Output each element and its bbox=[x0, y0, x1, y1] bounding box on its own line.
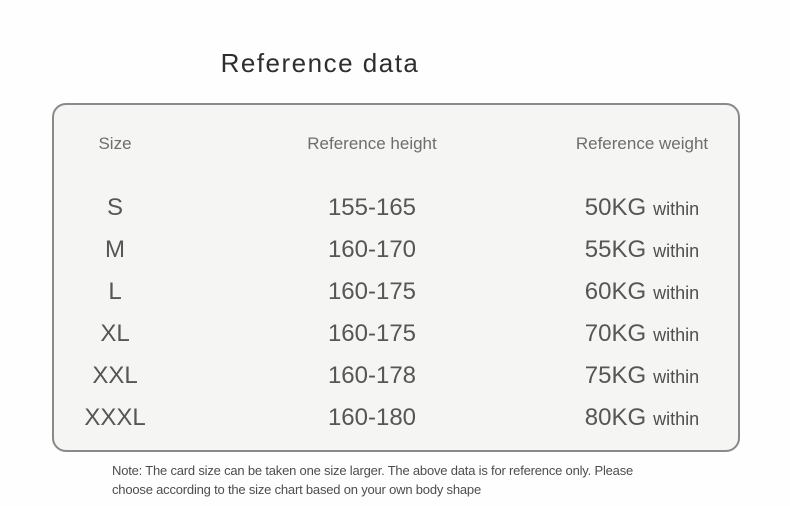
size-cell: M bbox=[105, 236, 125, 263]
page-title: Reference data bbox=[220, 48, 420, 78]
weight-suffix: within bbox=[653, 283, 700, 303]
weight-suffix: within bbox=[653, 241, 700, 261]
weight-value: 75KG bbox=[584, 362, 647, 389]
weight-cell: 80KG within bbox=[568, 404, 716, 432]
height-cell: 160-175 bbox=[327, 278, 417, 305]
size-reference-card: Size Reference height Reference weight S… bbox=[52, 103, 740, 452]
weight-suffix: within bbox=[653, 325, 700, 345]
header-reference-weight: Reference weight bbox=[575, 134, 709, 153]
table-row-m: M 160-170 55KG within bbox=[54, 229, 738, 271]
header-reference-height: Reference height bbox=[307, 134, 437, 153]
size-cell: L bbox=[108, 278, 122, 305]
table-row-s: S 155-165 50KG within bbox=[54, 187, 738, 229]
size-cell: S bbox=[106, 194, 123, 221]
weight-suffix: within bbox=[653, 367, 700, 387]
weight-value: 70KG bbox=[584, 320, 647, 347]
footnote-line-2: choose according to the size chart based… bbox=[112, 482, 481, 497]
height-cell: 160-170 bbox=[327, 236, 417, 263]
size-cell: XXXL bbox=[84, 404, 146, 431]
weight-value: 80KG bbox=[584, 404, 647, 431]
weight-value: 55KG bbox=[584, 236, 647, 263]
weight-value: 60KG bbox=[584, 278, 647, 305]
weight-cell: 60KG within bbox=[568, 278, 716, 306]
weight-cell: 75KG within bbox=[568, 362, 716, 390]
weight-suffix: within bbox=[653, 199, 700, 219]
header-size: Size bbox=[98, 134, 132, 153]
size-cell: XL bbox=[100, 320, 130, 347]
height-cell: 160-175 bbox=[327, 320, 417, 347]
weight-cell: 50KG within bbox=[568, 194, 716, 222]
table-row-l: L 160-175 60KG within bbox=[54, 271, 738, 313]
size-cell: XXL bbox=[92, 362, 138, 389]
table-row-xl: XL 160-175 70KG within bbox=[54, 313, 738, 355]
weight-cell: 70KG within bbox=[568, 320, 716, 348]
footnote-line-1: Note: The card size can be taken one siz… bbox=[112, 463, 634, 478]
weight-cell: 55KG within bbox=[568, 236, 716, 264]
weight-suffix: within bbox=[653, 409, 700, 429]
weight-value: 50KG bbox=[584, 194, 647, 221]
table-header-row: Size Reference height Reference weight bbox=[54, 129, 738, 159]
height-cell: 160-178 bbox=[327, 362, 417, 389]
table-body: S 155-165 50KG within M 160-170 55KG withi… bbox=[54, 187, 738, 439]
height-cell: 160-180 bbox=[327, 404, 417, 431]
height-cell: 155-165 bbox=[327, 194, 417, 221]
table-row-xxxl: XXXL 160-180 80KG within bbox=[54, 397, 738, 439]
footnote: Note: The card size can be taken one siz… bbox=[112, 461, 752, 499]
table-row-xxl: XXL 160-178 75KG within bbox=[54, 355, 738, 397]
